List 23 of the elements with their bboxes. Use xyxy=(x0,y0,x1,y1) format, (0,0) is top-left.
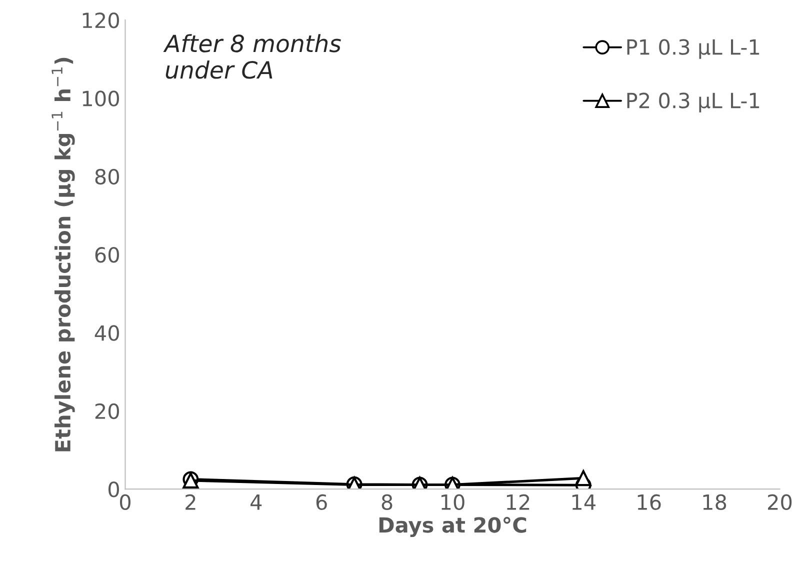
x-tick-label: 0 xyxy=(120,494,130,510)
x-tick-label: 20 xyxy=(768,494,792,510)
x-tick-label: 8 xyxy=(382,494,392,510)
y-tick-label: 60 xyxy=(95,246,119,263)
x-tick-label: 6 xyxy=(316,494,327,510)
y-axis-title: Ethylene production (µg kg$^{−1}$ h$^{−1}$) xyxy=(52,58,75,452)
x-tick-label: 12 xyxy=(506,494,530,510)
y-tick-label: 20 xyxy=(95,403,119,420)
y-tick-label: 100 xyxy=(82,90,119,106)
y-tick-label: 40 xyxy=(94,325,119,341)
y-tick-label: 0 xyxy=(108,482,119,498)
x-axis-title: Days at 20°C xyxy=(379,516,526,538)
x-tick-label: 4 xyxy=(250,494,262,510)
y-tick-label: 80 xyxy=(95,168,119,185)
legend-label: P1 0.3 µL L-1 xyxy=(627,39,760,59)
y-tick-label: 120 xyxy=(82,12,119,28)
x-tick-label: 16 xyxy=(638,494,661,510)
x-tick-label: 10 xyxy=(442,494,464,510)
legend-label: P2 0.3 µL L-1 xyxy=(627,92,760,112)
x-tick-label: 14 xyxy=(572,494,596,510)
x-tick-label: 2 xyxy=(186,494,196,510)
x-tick-label: 18 xyxy=(703,494,726,510)
annotation: After 8 months under CA xyxy=(163,34,341,79)
